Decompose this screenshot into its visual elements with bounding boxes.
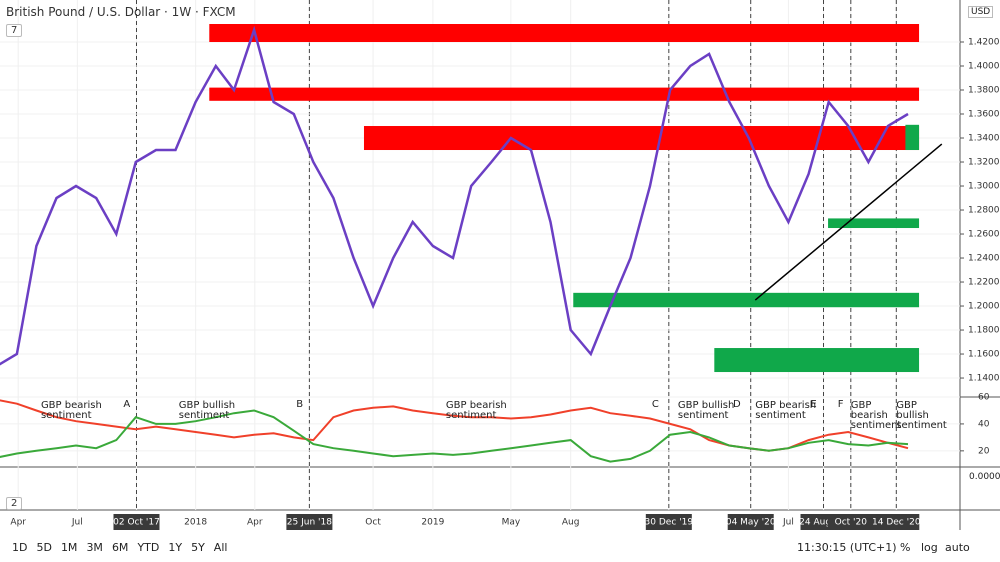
y-tick-label: 1.26000 [968, 230, 1000, 240]
sentiment-line [0, 409, 909, 463]
auto-toggle[interactable]: auto [945, 541, 970, 554]
annotation: GBP bearish sentiment [755, 400, 817, 421]
x-tick-box [113, 514, 160, 530]
y-tick-label: 1.14000 [968, 374, 1000, 384]
x-tick-label: 02 Oct '17 [113, 518, 160, 528]
annotation: D [733, 399, 741, 410]
axis-unit[interactable]: USD [968, 6, 994, 18]
x-tick-box [645, 514, 692, 530]
log-toggle[interactable]: log [921, 541, 938, 554]
y-tick-label: 1.20000 [968, 302, 1000, 312]
x-tick-box [286, 514, 333, 530]
y-tick-label: 1.28000 [968, 206, 1000, 216]
range-button[interactable]: All [213, 541, 228, 554]
y-tick-label: 1.18000 [968, 326, 1000, 336]
annotation: GBP bullish sentiment [896, 400, 947, 431]
percent-toggle[interactable]: % [900, 541, 911, 554]
price-line [0, 25, 909, 366]
zone [209, 24, 920, 43]
range-bar: 1D 5D 1M 3M 6M YTD 1Y 5Y All [12, 541, 236, 554]
y-tick-label: 40 [978, 419, 990, 429]
y-tick-label: 1.36000 [968, 110, 1000, 120]
x-tick-label: Apr [10, 518, 26, 528]
x-tick-label: 2018 [184, 518, 207, 528]
x-tick-label: 30 Dec '19 [645, 518, 694, 528]
range-button[interactable]: 1Y [168, 541, 183, 554]
y-tick-label: 1.16000 [968, 350, 1000, 360]
x-tick-label: Apr [247, 518, 263, 528]
annotation: F [837, 399, 844, 410]
range-button[interactable]: YTD [137, 541, 160, 554]
annotation: C [651, 399, 659, 410]
trendline [754, 143, 943, 301]
pane-badge[interactable]: 2 [6, 497, 23, 510]
annotation: GBP bearish sentiment [445, 400, 507, 421]
range-button[interactable]: 5Y [191, 541, 205, 554]
range-button[interactable]: 3M [86, 541, 103, 554]
x-tick-box [873, 514, 920, 530]
x-tick-label: Aug [562, 518, 580, 528]
x-tick-label: Jul [782, 518, 794, 528]
zone [714, 348, 920, 373]
y-tick-label: 1.30000 [968, 182, 1000, 192]
x-tick-label: 24 Aug '20 [799, 518, 848, 528]
zone [905, 124, 920, 151]
range-button[interactable]: 6M [111, 541, 129, 554]
pane-badge[interactable]: 7 [6, 24, 23, 37]
x-tick-label: Oct '20 [835, 518, 868, 528]
x-tick-label: Jul [71, 518, 83, 528]
x-tick-label: 25 Jun '18 [287, 518, 332, 528]
x-tick-label: 14 Dec '20 [872, 518, 921, 528]
y-tick-label: 1.24000 [968, 254, 1000, 264]
y-tick-label: 1.38000 [968, 86, 1000, 96]
annotation: GBP bullish sentiment [178, 400, 236, 421]
annotation: E [810, 399, 817, 410]
y-tick-label: 1.40000 [968, 62, 1000, 72]
clock: 11:30:15 (UTC+1) [797, 541, 897, 554]
range-button[interactable]: 1D [12, 541, 28, 554]
x-tick-label: May [502, 518, 521, 528]
range-button[interactable]: 1M [60, 541, 78, 554]
zone [573, 292, 920, 308]
annotation: A [123, 399, 131, 410]
annotation: B [296, 399, 304, 410]
y-tick-label: 1.22000 [968, 278, 1000, 288]
annotation: GBP bullish sentiment [677, 400, 735, 421]
y-tick-label: 1.32000 [968, 158, 1000, 168]
annotation: GBP bearish sentiment [850, 400, 902, 431]
x-tick-label: 04 May '20 [726, 518, 776, 528]
x-tick-box [727, 514, 774, 530]
range-button[interactable]: 5D [36, 541, 52, 554]
zone [209, 87, 920, 101]
pane3-tick: 0.0000 [969, 472, 1000, 482]
y-tick-label: 60 [978, 393, 990, 403]
y-tick-label: 1.34000 [968, 134, 1000, 144]
x-tick-label: Oct [365, 518, 381, 528]
zone [828, 218, 920, 229]
x-tick-label: 2019 [421, 518, 444, 528]
chart-title: British Pound / U.S. Dollar · 1W · FXCM [6, 5, 236, 19]
y-tick-label: 1.42000 [968, 38, 1000, 48]
y-tick-label: 20 [978, 446, 990, 456]
x-tick-box [827, 514, 874, 530]
zone [363, 126, 920, 151]
annotation: GBP bearish sentiment [40, 400, 102, 421]
